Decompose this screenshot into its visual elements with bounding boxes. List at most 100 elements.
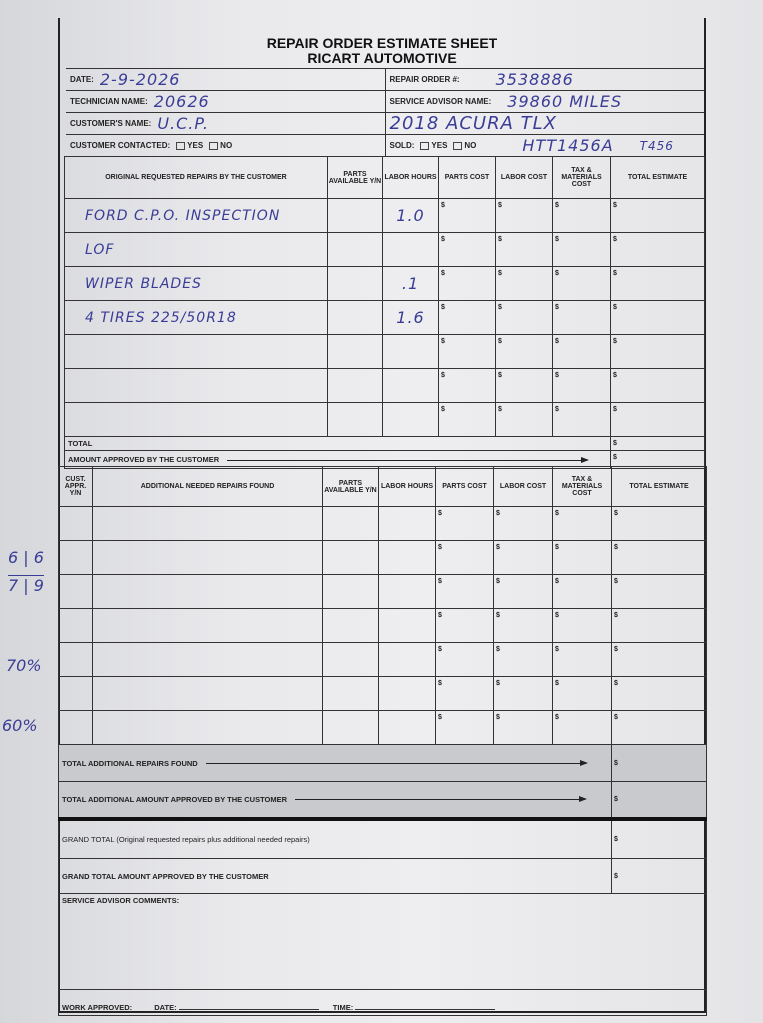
sold-no-checkbox[interactable]: NO [453, 141, 476, 150]
tax-materials-cost[interactable]: $ [552, 198, 611, 233]
contacted-yes-checkbox[interactable]: YES [176, 141, 203, 150]
labor-cost[interactable]: $ [493, 676, 553, 711]
labor-cost[interactable]: $ [495, 334, 553, 369]
parts-cost[interactable]: $ [435, 506, 494, 541]
total-estimate[interactable]: $ [610, 368, 705, 403]
total-value[interactable]: $ [610, 436, 705, 451]
labor-cost[interactable]: $ [493, 574, 553, 609]
mileage-value[interactable]: 39860 MILES [507, 92, 622, 111]
parts-available[interactable] [322, 506, 379, 541]
tax-materials-cost[interactable]: $ [552, 710, 612, 745]
total-estimate[interactable]: $ [610, 334, 705, 369]
repair-description[interactable] [64, 402, 328, 437]
customer-value[interactable]: U.C.P. [157, 114, 209, 133]
parts-available[interactable] [327, 334, 383, 369]
tax-materials-cost[interactable]: $ [552, 608, 612, 643]
total-estimate[interactable]: $ [611, 676, 707, 711]
labor-hours[interactable] [378, 506, 436, 541]
parts-cost[interactable]: $ [435, 608, 494, 643]
labor-cost[interactable]: $ [495, 300, 553, 335]
labor-cost[interactable]: $ [493, 642, 553, 677]
labor-hours[interactable]: 1.0 [382, 198, 439, 233]
parts-cost[interactable]: $ [438, 368, 496, 403]
labor-hours[interactable]: .1 [382, 266, 439, 301]
cust-approved[interactable] [58, 710, 93, 745]
repair-description[interactable] [92, 540, 323, 575]
total-estimate[interactable]: $ [611, 608, 707, 643]
labor-cost[interactable]: $ [493, 540, 553, 575]
contacted-no-checkbox[interactable]: NO [209, 141, 232, 150]
grand-approved-value[interactable]: $ [611, 858, 707, 894]
parts-cost[interactable]: $ [435, 710, 494, 745]
repair-description[interactable]: FORD C.P.O. INSPECTION [64, 198, 328, 233]
total-estimate[interactable]: $ [611, 710, 707, 745]
labor-hours[interactable] [382, 368, 439, 403]
parts-cost[interactable]: $ [438, 334, 496, 369]
parts-cost[interactable]: $ [438, 402, 496, 437]
parts-available[interactable] [327, 198, 383, 233]
labor-hours[interactable] [382, 232, 439, 267]
repair-description[interactable] [92, 642, 323, 677]
repair-description[interactable] [92, 710, 323, 745]
repair-description[interactable] [92, 506, 323, 541]
tax-materials-cost[interactable]: $ [552, 334, 611, 369]
parts-cost[interactable]: $ [435, 574, 494, 609]
total-estimate[interactable]: $ [611, 642, 707, 677]
total-estimate[interactable]: $ [610, 300, 705, 335]
parts-cost[interactable]: $ [438, 232, 496, 267]
labor-cost[interactable]: $ [495, 266, 553, 301]
time-line[interactable] [355, 1009, 496, 1010]
labor-hours[interactable] [378, 540, 436, 575]
labor-hours[interactable] [378, 608, 436, 643]
cust-approved[interactable] [58, 608, 93, 643]
parts-available[interactable] [322, 540, 379, 575]
repair-description[interactable]: WIPER BLADES [64, 266, 328, 301]
parts-available[interactable] [322, 642, 379, 677]
labor-hours[interactable] [382, 402, 439, 437]
total-additional-found-value[interactable]: $ [611, 744, 707, 782]
labor-hours[interactable] [378, 676, 436, 711]
total-estimate[interactable]: $ [610, 402, 705, 437]
repair-description[interactable] [92, 676, 323, 711]
date-value[interactable]: 2-9-2026 [99, 70, 181, 89]
cust-approved[interactable] [58, 506, 93, 541]
total-estimate[interactable]: $ [610, 232, 705, 267]
cust-approved[interactable] [58, 642, 93, 677]
labor-cost[interactable]: $ [495, 402, 553, 437]
total-estimate[interactable]: $ [611, 574, 707, 609]
vin-value[interactable]: HTT1456A [522, 136, 614, 155]
parts-available[interactable] [327, 300, 383, 335]
parts-cost[interactable]: $ [438, 300, 496, 335]
tax-materials-cost[interactable]: $ [552, 402, 611, 437]
repair-description[interactable]: 4 TIRES 225/50R18 [64, 300, 328, 335]
repair-description[interactable] [92, 608, 323, 643]
parts-cost[interactable]: $ [435, 540, 494, 575]
labor-cost[interactable]: $ [493, 608, 553, 643]
technician-value[interactable]: 20626 [153, 92, 210, 111]
parts-cost[interactable]: $ [438, 266, 496, 301]
tag-value[interactable]: T456 [639, 138, 674, 153]
repair-description[interactable] [64, 334, 328, 369]
parts-cost[interactable]: $ [438, 198, 496, 233]
parts-available[interactable] [322, 676, 379, 711]
tax-materials-cost[interactable]: $ [552, 540, 612, 575]
total-additional-approved-value[interactable]: $ [611, 781, 707, 819]
tax-materials-cost[interactable]: $ [552, 676, 612, 711]
grand-total-value[interactable]: $ [611, 818, 707, 859]
total-estimate[interactable]: $ [610, 266, 705, 301]
repair-description[interactable]: LOF [64, 232, 328, 267]
parts-available[interactable] [327, 232, 383, 267]
tax-materials-cost[interactable]: $ [552, 574, 612, 609]
tax-materials-cost[interactable]: $ [552, 642, 612, 677]
parts-available[interactable] [327, 266, 383, 301]
total-estimate[interactable]: $ [611, 540, 707, 575]
total-estimate[interactable]: $ [610, 198, 705, 233]
sold-yes-checkbox[interactable]: YES [420, 141, 447, 150]
repair-description[interactable] [92, 574, 323, 609]
parts-available[interactable] [322, 710, 379, 745]
labor-cost[interactable]: $ [495, 368, 553, 403]
repair-description[interactable] [64, 368, 328, 403]
parts-available[interactable] [322, 574, 379, 609]
vehicle-value[interactable]: 2018 ACURA TLX [389, 113, 557, 134]
tax-materials-cost[interactable]: $ [552, 266, 611, 301]
